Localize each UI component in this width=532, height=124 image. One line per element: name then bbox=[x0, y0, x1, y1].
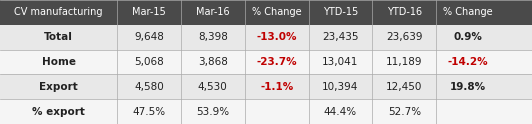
Text: 13,041: 13,041 bbox=[322, 57, 359, 67]
Text: 3,868: 3,868 bbox=[198, 57, 228, 67]
Text: % export: % export bbox=[32, 107, 85, 117]
Text: 0.9%: 0.9% bbox=[454, 32, 483, 42]
Text: % Change: % Change bbox=[252, 7, 302, 17]
Text: 4,580: 4,580 bbox=[134, 82, 164, 92]
Text: Total: Total bbox=[44, 32, 73, 42]
FancyBboxPatch shape bbox=[0, 74, 532, 99]
Text: 23,435: 23,435 bbox=[322, 32, 359, 42]
Text: Export: Export bbox=[39, 82, 78, 92]
Text: 4,530: 4,530 bbox=[198, 82, 228, 92]
Text: Home: Home bbox=[41, 57, 76, 67]
Text: 11,189: 11,189 bbox=[386, 57, 422, 67]
Text: -23.7%: -23.7% bbox=[256, 57, 297, 67]
Text: 19.8%: 19.8% bbox=[450, 82, 486, 92]
Text: 23,639: 23,639 bbox=[386, 32, 422, 42]
FancyBboxPatch shape bbox=[0, 50, 532, 74]
Text: 53.9%: 53.9% bbox=[196, 107, 229, 117]
Text: 9,648: 9,648 bbox=[134, 32, 164, 42]
Text: 5,068: 5,068 bbox=[134, 57, 164, 67]
Text: 44.4%: 44.4% bbox=[324, 107, 357, 117]
Text: YTD-16: YTD-16 bbox=[387, 7, 422, 17]
FancyBboxPatch shape bbox=[0, 99, 532, 124]
Text: Mar-15: Mar-15 bbox=[132, 7, 166, 17]
Text: 47.5%: 47.5% bbox=[132, 107, 165, 117]
Text: % Change: % Change bbox=[443, 7, 493, 17]
Text: Mar-16: Mar-16 bbox=[196, 7, 230, 17]
Text: YTD-15: YTD-15 bbox=[323, 7, 358, 17]
FancyBboxPatch shape bbox=[0, 25, 532, 50]
Text: -1.1%: -1.1% bbox=[260, 82, 293, 92]
Text: -13.0%: -13.0% bbox=[256, 32, 297, 42]
Text: 10,394: 10,394 bbox=[322, 82, 359, 92]
Text: 8,398: 8,398 bbox=[198, 32, 228, 42]
Text: CV manufacturing: CV manufacturing bbox=[14, 7, 103, 17]
Text: -14.2%: -14.2% bbox=[448, 57, 488, 67]
Text: 12,450: 12,450 bbox=[386, 82, 422, 92]
FancyBboxPatch shape bbox=[0, 0, 532, 25]
Text: 52.7%: 52.7% bbox=[388, 107, 421, 117]
